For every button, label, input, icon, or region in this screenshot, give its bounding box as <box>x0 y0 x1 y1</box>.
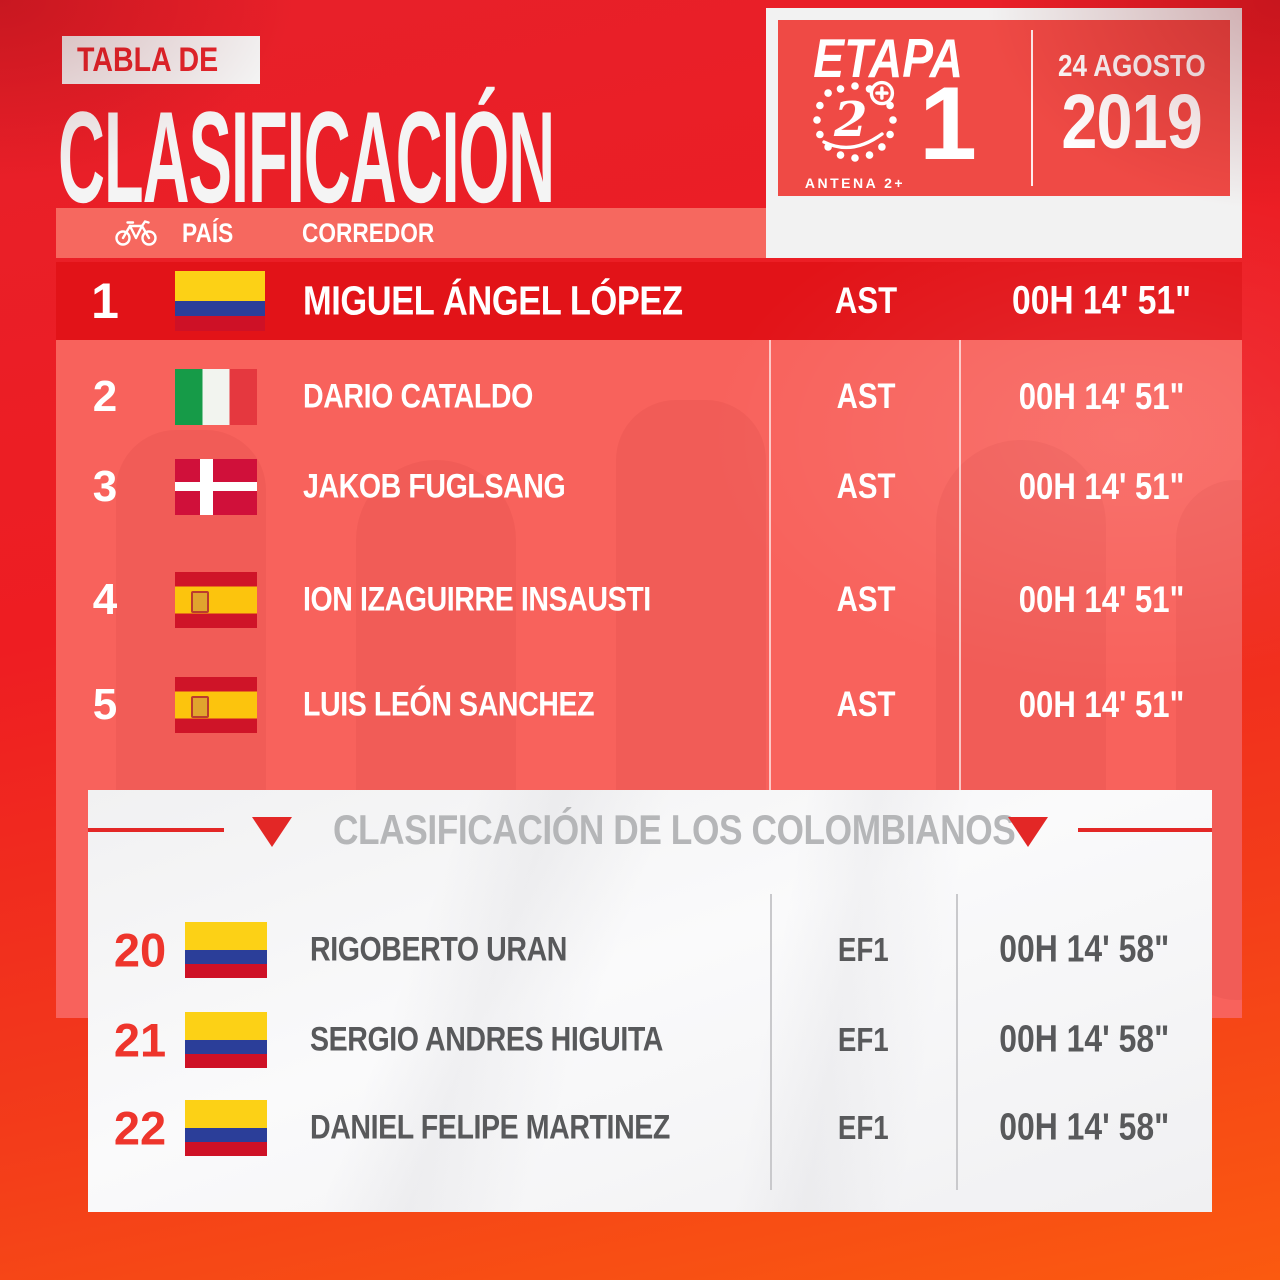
stage-number: 1 <box>919 66 977 182</box>
ranking-row-2: 2 DARIO CATALDO AST 00H 14' 51" <box>56 361 1242 433</box>
rider-name: DARIO CATALDO <box>303 377 533 416</box>
flag-denmark <box>175 459 257 515</box>
title-rule-right <box>1078 828 1212 832</box>
rider-name: RIGOBERTO URAN <box>310 930 568 969</box>
time-cell: 00H 14' 51" <box>1018 376 1185 417</box>
time-cell: 00H 14' 58" <box>998 928 1170 971</box>
page-title: CLASIFICACIÓN <box>58 92 1050 222</box>
page-title-label: CLASIFICACIÓN <box>58 84 555 230</box>
stage-card-panel: ETAPA <box>778 20 1230 196</box>
title-kicker: TABLA DE <box>62 36 261 84</box>
title-rule-left <box>88 828 224 832</box>
stage-date: 24 AGOSTO 2019 <box>1033 50 1230 161</box>
ranking-row-5: 5 LUIS LEÓN SANCHEZ AST 00H 14' 51" <box>56 669 1242 741</box>
stage-label: ETAPA <box>813 27 963 89</box>
triangle-down-icon <box>252 817 292 847</box>
flag-spain <box>175 572 257 628</box>
flag-italy <box>175 369 257 425</box>
column-divider <box>769 266 771 1014</box>
rank-cell: 2 <box>92 372 118 421</box>
bicycle-icon <box>114 217 158 252</box>
antena-logo-icon: 2 <box>813 80 897 162</box>
rider-name: LUIS LEÓN SANCHEZ <box>303 685 595 724</box>
column-header-pais: PAÍS <box>182 218 234 248</box>
stage-date-day: 24 AGOSTO <box>1057 48 1206 83</box>
table-header-left: PAÍS CORREDOR <box>56 208 766 258</box>
time-cell: 00H 14' 58" <box>998 1018 1170 1061</box>
ranking-row-1: 1 MIGUEL ÁNGEL LÓPEZ AST 00H 14' 51" <box>56 262 1242 340</box>
flag-colombia <box>185 1100 267 1156</box>
antena-logo-text: ANTENA 2+ <box>804 175 906 191</box>
rank-cell: 3 <box>92 462 118 511</box>
stage-card: ETAPA <box>766 8 1242 258</box>
ranking-row-4: 4 ION IZAGUIRRE INSAUSTI AST 00H 14' 51" <box>56 564 1242 636</box>
rider-name: JAKOB FUGLSANG <box>303 467 566 506</box>
time-cell: 00H 14' 58" <box>998 1106 1170 1149</box>
column-divider <box>959 266 961 1014</box>
colombian-row-20: 20 RIGOBERTO URAN EF1 00H 14' 58" <box>88 913 1212 987</box>
antena-logo-symbol: 2 <box>833 92 867 148</box>
rider-name: DANIEL FELIPE MARTINEZ <box>310 1108 670 1147</box>
stage-date-year: 2019 <box>1061 79 1202 165</box>
rank-cell: 20 <box>113 923 167 977</box>
rank-cell: 4 <box>92 575 118 624</box>
flag-colombia <box>185 922 267 978</box>
rank-cell: 22 <box>113 1101 167 1155</box>
team-cell: AST <box>836 685 895 724</box>
colombian-row-22: 22 DANIEL FELIPE MARTINEZ EF1 00H 14' 58… <box>88 1091 1212 1165</box>
team-cell: AST <box>834 280 897 321</box>
stage-divider <box>1031 30 1033 186</box>
time-cell: 00H 14' 51" <box>1011 278 1191 323</box>
time-cell: 00H 14' 51" <box>1018 684 1185 725</box>
flag-colombia <box>175 271 265 331</box>
flag-spain <box>175 677 257 733</box>
flag-colombia <box>185 1012 267 1068</box>
team-cell: EF1 <box>837 931 889 968</box>
team-cell: AST <box>836 377 895 416</box>
time-cell: 00H 14' 51" <box>1018 466 1185 507</box>
colombians-panel: CLASIFICACIÓN DE LOS COLOMBIANOS 20 RIGO… <box>88 790 1212 1212</box>
antena-logo: 2 ANTENA 2+ <box>790 76 920 191</box>
time-cell: 00H 14' 51" <box>1018 579 1185 620</box>
team-cell: EF1 <box>837 1109 889 1146</box>
column-divider <box>770 894 772 1190</box>
colombian-row-21: 21 SERGIO ANDRES HIGUITA EF1 00H 14' 58" <box>88 1003 1212 1077</box>
rank-cell: 1 <box>91 273 119 329</box>
rider-name: ION IZAGUIRRE INSAUSTI <box>303 580 651 619</box>
rank-cell: 5 <box>92 680 118 729</box>
rank-cell: 21 <box>113 1013 167 1067</box>
team-cell: AST <box>836 580 895 619</box>
triangle-down-icon <box>1008 817 1048 847</box>
rider-name: MIGUEL ÁNGEL LÓPEZ <box>303 277 683 324</box>
team-cell: AST <box>836 467 895 506</box>
team-cell: EF1 <box>837 1021 889 1058</box>
column-divider <box>956 894 958 1190</box>
colombians-title: CLASIFICACIÓN DE LOS COLOMBIANOS <box>332 806 1016 853</box>
rider-name: SERGIO ANDRES HIGUITA <box>310 1020 663 1059</box>
column-header-corredor: CORREDOR <box>302 218 435 248</box>
ranking-row-3: 3 JAKOB FUGLSANG AST 00H 14' 51" <box>56 451 1242 523</box>
title-kicker-label: TABLA DE <box>77 41 219 79</box>
